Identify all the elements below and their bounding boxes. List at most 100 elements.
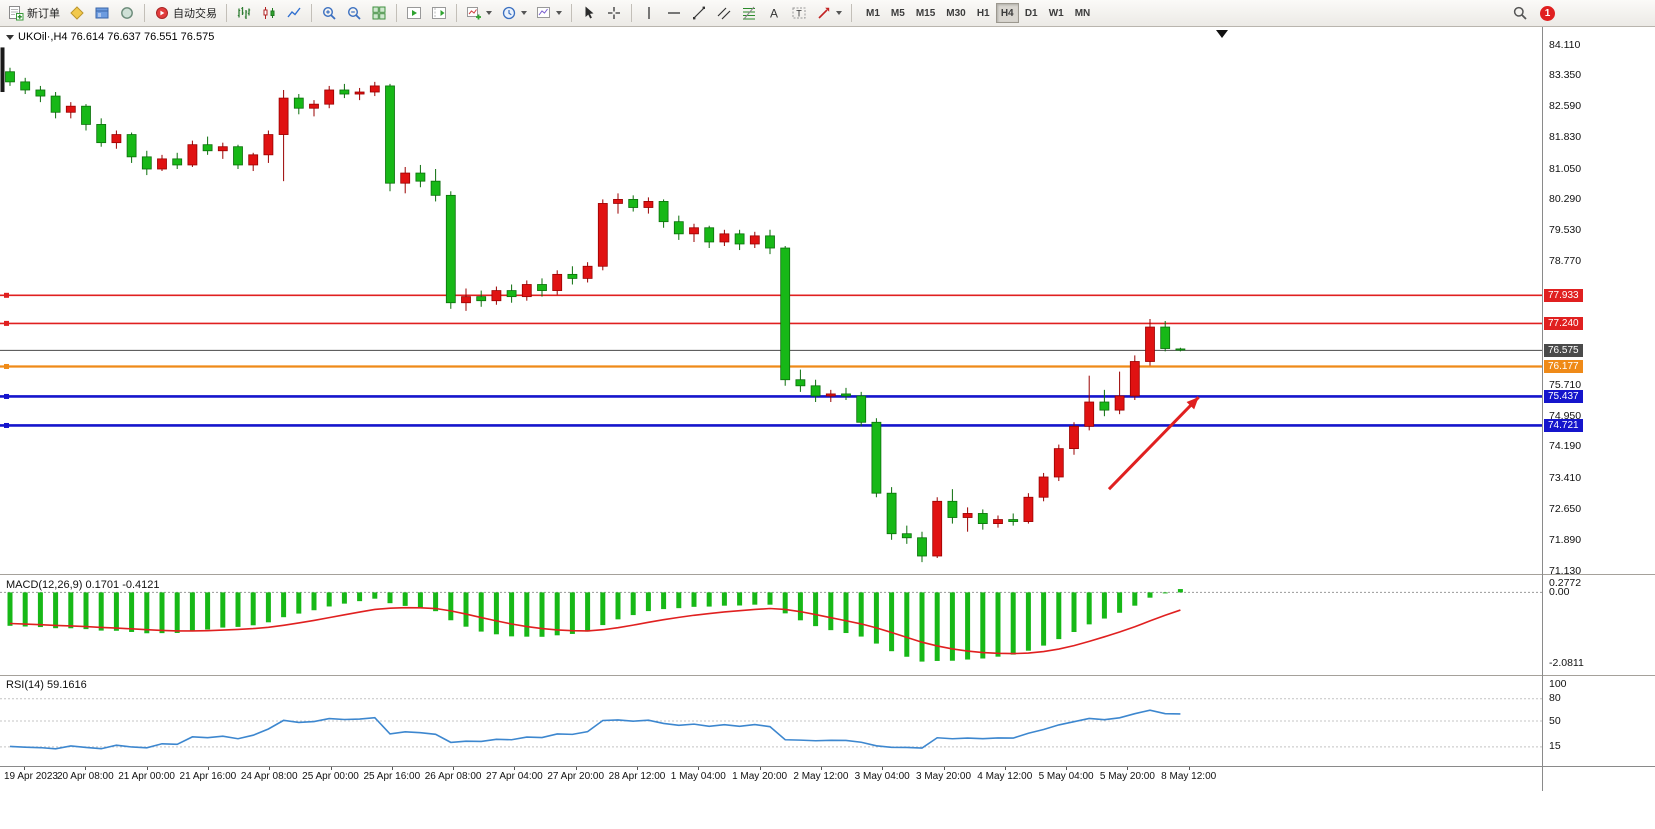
notifications-badge[interactable]: 1 xyxy=(1540,5,1555,21)
auto-scroll-button[interactable] xyxy=(402,2,426,24)
add-indicator-icon xyxy=(466,5,482,21)
cursor-button[interactable] xyxy=(577,2,601,24)
line-anchor[interactable] xyxy=(4,292,9,298)
candle xyxy=(1069,422,1079,455)
line-anchor[interactable] xyxy=(4,363,9,369)
zoom-out-button[interactable] xyxy=(342,2,366,24)
candle xyxy=(248,152,259,172)
macd-histogram-bar xyxy=(1025,592,1031,651)
time-axis-label: 5 May 20:00 xyxy=(1099,771,1155,782)
market-watch-button[interactable] xyxy=(90,2,114,24)
horizontal-line[interactable] xyxy=(0,320,1542,326)
candle xyxy=(187,140,198,167)
axis-label: -2.0811 xyxy=(1549,656,1584,669)
chart-shift-button[interactable] xyxy=(427,2,451,24)
candle xyxy=(582,262,593,283)
macd-histogram-bar xyxy=(1086,592,1092,625)
chart-bars-button[interactable] xyxy=(232,2,256,24)
auto-trading-button[interactable]: 自动交易 xyxy=(150,2,221,24)
time-axis[interactable]: 19 Apr 2023 20 Apr 08:00 21 Apr 00:00 21 Ap… xyxy=(0,766,1655,790)
macd-histogram-bar xyxy=(843,592,849,634)
refresh-button[interactable] xyxy=(115,2,139,24)
macd-histogram-bar xyxy=(949,592,955,661)
axis-label: 0.2772 xyxy=(1549,576,1582,589)
horizontal-line[interactable] xyxy=(0,422,1542,428)
timeframe-button-d1[interactable]: D1 xyxy=(1020,3,1043,23)
pane-separator[interactable] xyxy=(0,675,1655,676)
templates-button[interactable] xyxy=(532,2,566,24)
time-axis-label: 1 May 04:00 xyxy=(670,771,726,782)
trendline-button[interactable] xyxy=(687,2,711,24)
candle xyxy=(856,391,867,427)
tile-windows-button[interactable] xyxy=(367,2,391,24)
candlestick-chart-icon xyxy=(261,5,277,21)
pane-separator[interactable] xyxy=(0,574,1655,575)
candle xyxy=(643,197,654,214)
macd-histogram-bar xyxy=(509,592,515,637)
timeframe-button-mn[interactable]: MN xyxy=(1070,3,1096,23)
text-tool-icon: A xyxy=(766,5,782,21)
toolbar-separator xyxy=(144,4,145,22)
macd-histogram-bar xyxy=(691,592,697,607)
macd-histogram-bar xyxy=(676,592,682,609)
timeframe-button-h4[interactable]: H4 xyxy=(995,3,1019,23)
trend-arrow[interactable] xyxy=(1107,396,1200,491)
fibonacci-button[interactable] xyxy=(737,2,761,24)
toolbar-separator xyxy=(571,4,572,22)
timeframe-button-w1[interactable]: W1 xyxy=(1044,3,1069,23)
arrow-tool-icon xyxy=(816,5,832,21)
chart-line-button[interactable] xyxy=(282,2,306,24)
axis-label: 81.050 xyxy=(1549,162,1582,175)
horizontal-line[interactable] xyxy=(0,393,1542,399)
macd-label: MACD(12,26,9) 0.1701 -0.4121 xyxy=(6,579,160,591)
candle xyxy=(1160,320,1171,352)
time-tick xyxy=(24,767,25,770)
macd-histogram-bar xyxy=(37,592,43,628)
vertical-line-button[interactable] xyxy=(637,2,661,24)
candle xyxy=(977,509,988,530)
price-line-badge: 76.575 xyxy=(1544,343,1583,357)
crosshair-button[interactable] xyxy=(602,2,626,24)
candle xyxy=(309,100,319,117)
horizontal-line[interactable] xyxy=(0,363,1542,369)
channel-button[interactable] xyxy=(712,2,736,24)
macd-histogram-bar xyxy=(737,592,743,606)
time-axis-label: 5 May 04:00 xyxy=(1038,771,1094,782)
new-order-button[interactable]: 新订单 xyxy=(4,2,64,24)
timeframe-button-h1[interactable]: H1 xyxy=(972,3,995,23)
line-anchor[interactable] xyxy=(4,393,9,399)
price-axis[interactable]: 84.110 83.350 82.590 81.830 81.050 80.290 79.5… xyxy=(1542,27,1655,791)
toolbar-right-cluster: 1 xyxy=(1508,2,1555,24)
line-anchor[interactable] xyxy=(4,320,9,326)
periods-button[interactable] xyxy=(497,2,531,24)
macd-histogram-bar xyxy=(281,592,287,618)
candle xyxy=(734,229,745,251)
text-tool-button[interactable]: A xyxy=(762,2,786,24)
label-tool-button[interactable]: T xyxy=(787,2,811,24)
timeframe-button-m30[interactable]: M30 xyxy=(941,3,970,23)
time-tick xyxy=(391,767,393,770)
macd-histogram-bar xyxy=(250,592,256,626)
macd-histogram-bar xyxy=(341,592,347,604)
toolbar-separator xyxy=(396,4,397,22)
macd-pane[interactable] xyxy=(0,575,1542,675)
zoom-in-button[interactable] xyxy=(317,2,341,24)
timeframe-button-m15[interactable]: M15 xyxy=(911,3,940,23)
charts-button[interactable] xyxy=(65,2,89,24)
timeframe-button-m1[interactable]: M1 xyxy=(861,3,885,23)
horizontal-line-button[interactable] xyxy=(662,2,686,24)
line-anchor[interactable] xyxy=(4,422,9,428)
search-button[interactable] xyxy=(1508,2,1532,24)
indicators-button[interactable] xyxy=(462,2,496,24)
axis-label: 80.290 xyxy=(1549,193,1582,206)
timeframe-button-m5[interactable]: M5 xyxy=(886,3,910,23)
rsi-pane[interactable] xyxy=(0,676,1542,766)
time-marker-icon xyxy=(1216,30,1228,38)
candle xyxy=(141,150,152,176)
chart-candles-button[interactable] xyxy=(257,2,281,24)
axis-label: 84.110 xyxy=(1549,38,1581,51)
time-axis-label: 28 Apr 12:00 xyxy=(608,771,666,782)
price-chart[interactable] xyxy=(0,27,1542,574)
horizontal-line[interactable] xyxy=(0,292,1542,298)
arrow-tools-button[interactable] xyxy=(812,2,846,24)
